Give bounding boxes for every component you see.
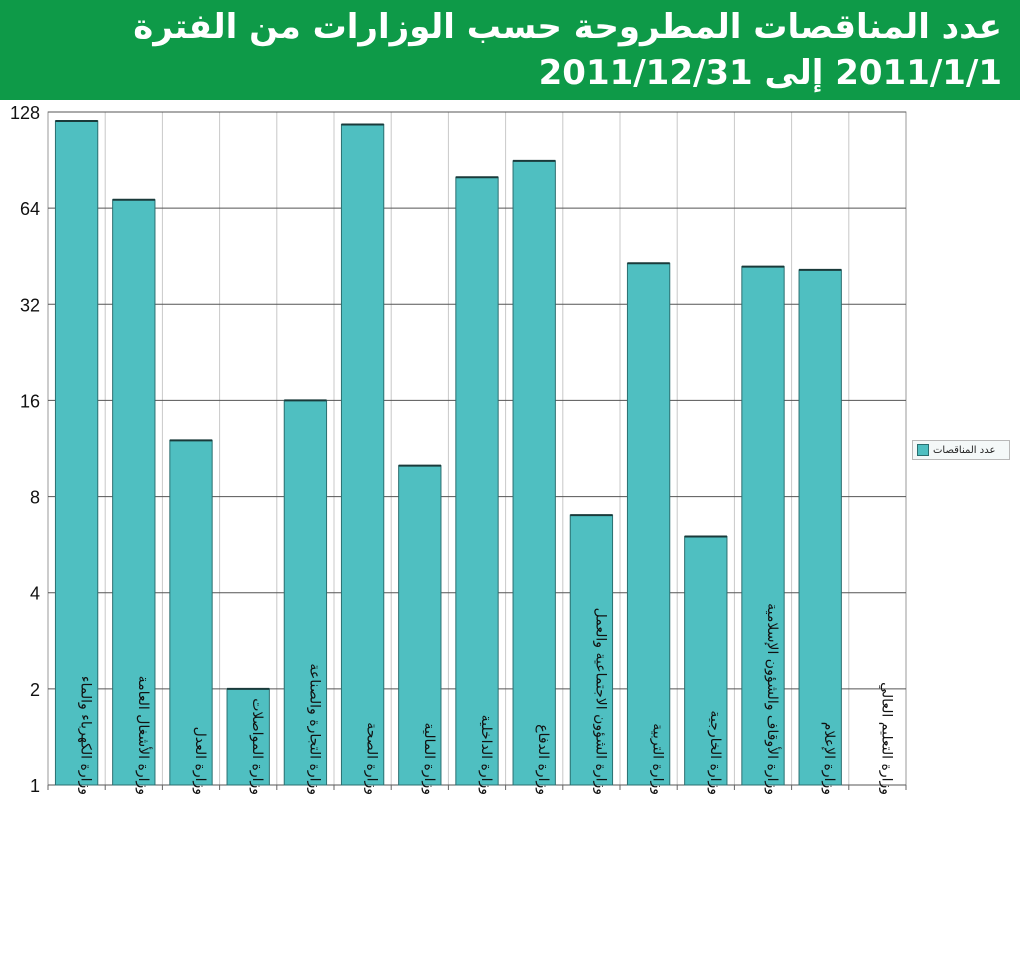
- y-tick-label: 64: [20, 199, 40, 219]
- chart-title-bar: عدد المناقصات المطروحة حسب الوزارات من ا…: [0, 0, 1020, 100]
- x-category-label: وزارة التعليم العالي: [878, 682, 894, 795]
- y-tick-label: 1: [30, 776, 40, 796]
- x-category-label: وزارة الدفاع: [535, 724, 551, 795]
- chart-legend: عدد المناقصات: [912, 440, 1010, 460]
- legend-swatch: [917, 444, 929, 456]
- x-category-label: وزارة التجارة والصناعة: [306, 663, 322, 795]
- bar: [283, 399, 328, 786]
- y-tick-label: 4: [30, 584, 40, 604]
- bar: [684, 535, 728, 786]
- y-tick-label: 32: [20, 295, 40, 315]
- y-tick-label: 128: [10, 103, 40, 123]
- bar: [569, 514, 614, 786]
- chart-subtitle-dates: 2011/1/1 إلى 2011/12/31: [538, 53, 1002, 93]
- x-category-label: وزارة الصحة: [364, 722, 380, 795]
- x-category-label: وزارة المواصلات: [249, 698, 265, 795]
- bar: [512, 160, 556, 786]
- y-tick-label: 16: [20, 391, 40, 411]
- chart-title: عدد المناقصات المطروحة حسب الوزارات من ا…: [133, 7, 1002, 47]
- bar: [398, 465, 442, 786]
- y-tick-label: 2: [30, 680, 40, 700]
- x-category-label: وزارة الكهرباء والماء: [78, 676, 94, 795]
- y-tick-label: 8: [30, 488, 40, 508]
- bar: [798, 269, 842, 786]
- x-category-label: وزارة العدل: [192, 727, 208, 795]
- x-category-label: وزارة الشؤون الاجتماعية والعمل: [592, 608, 608, 795]
- bar: [626, 262, 671, 786]
- bar: [112, 199, 156, 786]
- bar: [340, 123, 385, 786]
- x-category-label: وزارة الأشغال العامة: [135, 676, 153, 795]
- x-category-label: وزارة المالية: [421, 723, 437, 795]
- bar: [226, 688, 270, 786]
- bar-chart: 1 2 4 8 16 32 64 128 وزارة الكهرباء والماء وزارة …: [10, 103, 907, 796]
- legend-label: عدد المناقصات: [933, 444, 996, 456]
- bar: [455, 176, 499, 786]
- bar: [54, 120, 99, 786]
- x-category-label: وزارة الخارجية: [707, 710, 723, 795]
- x-category-label: وزارة الأوقاف والشؤون الإسلامية: [764, 603, 782, 795]
- x-category-label: وزارة التربية: [650, 723, 666, 795]
- x-category-label: وزارة الداخلية: [478, 715, 494, 795]
- x-category-label: وزارة الإعلام: [821, 722, 837, 795]
